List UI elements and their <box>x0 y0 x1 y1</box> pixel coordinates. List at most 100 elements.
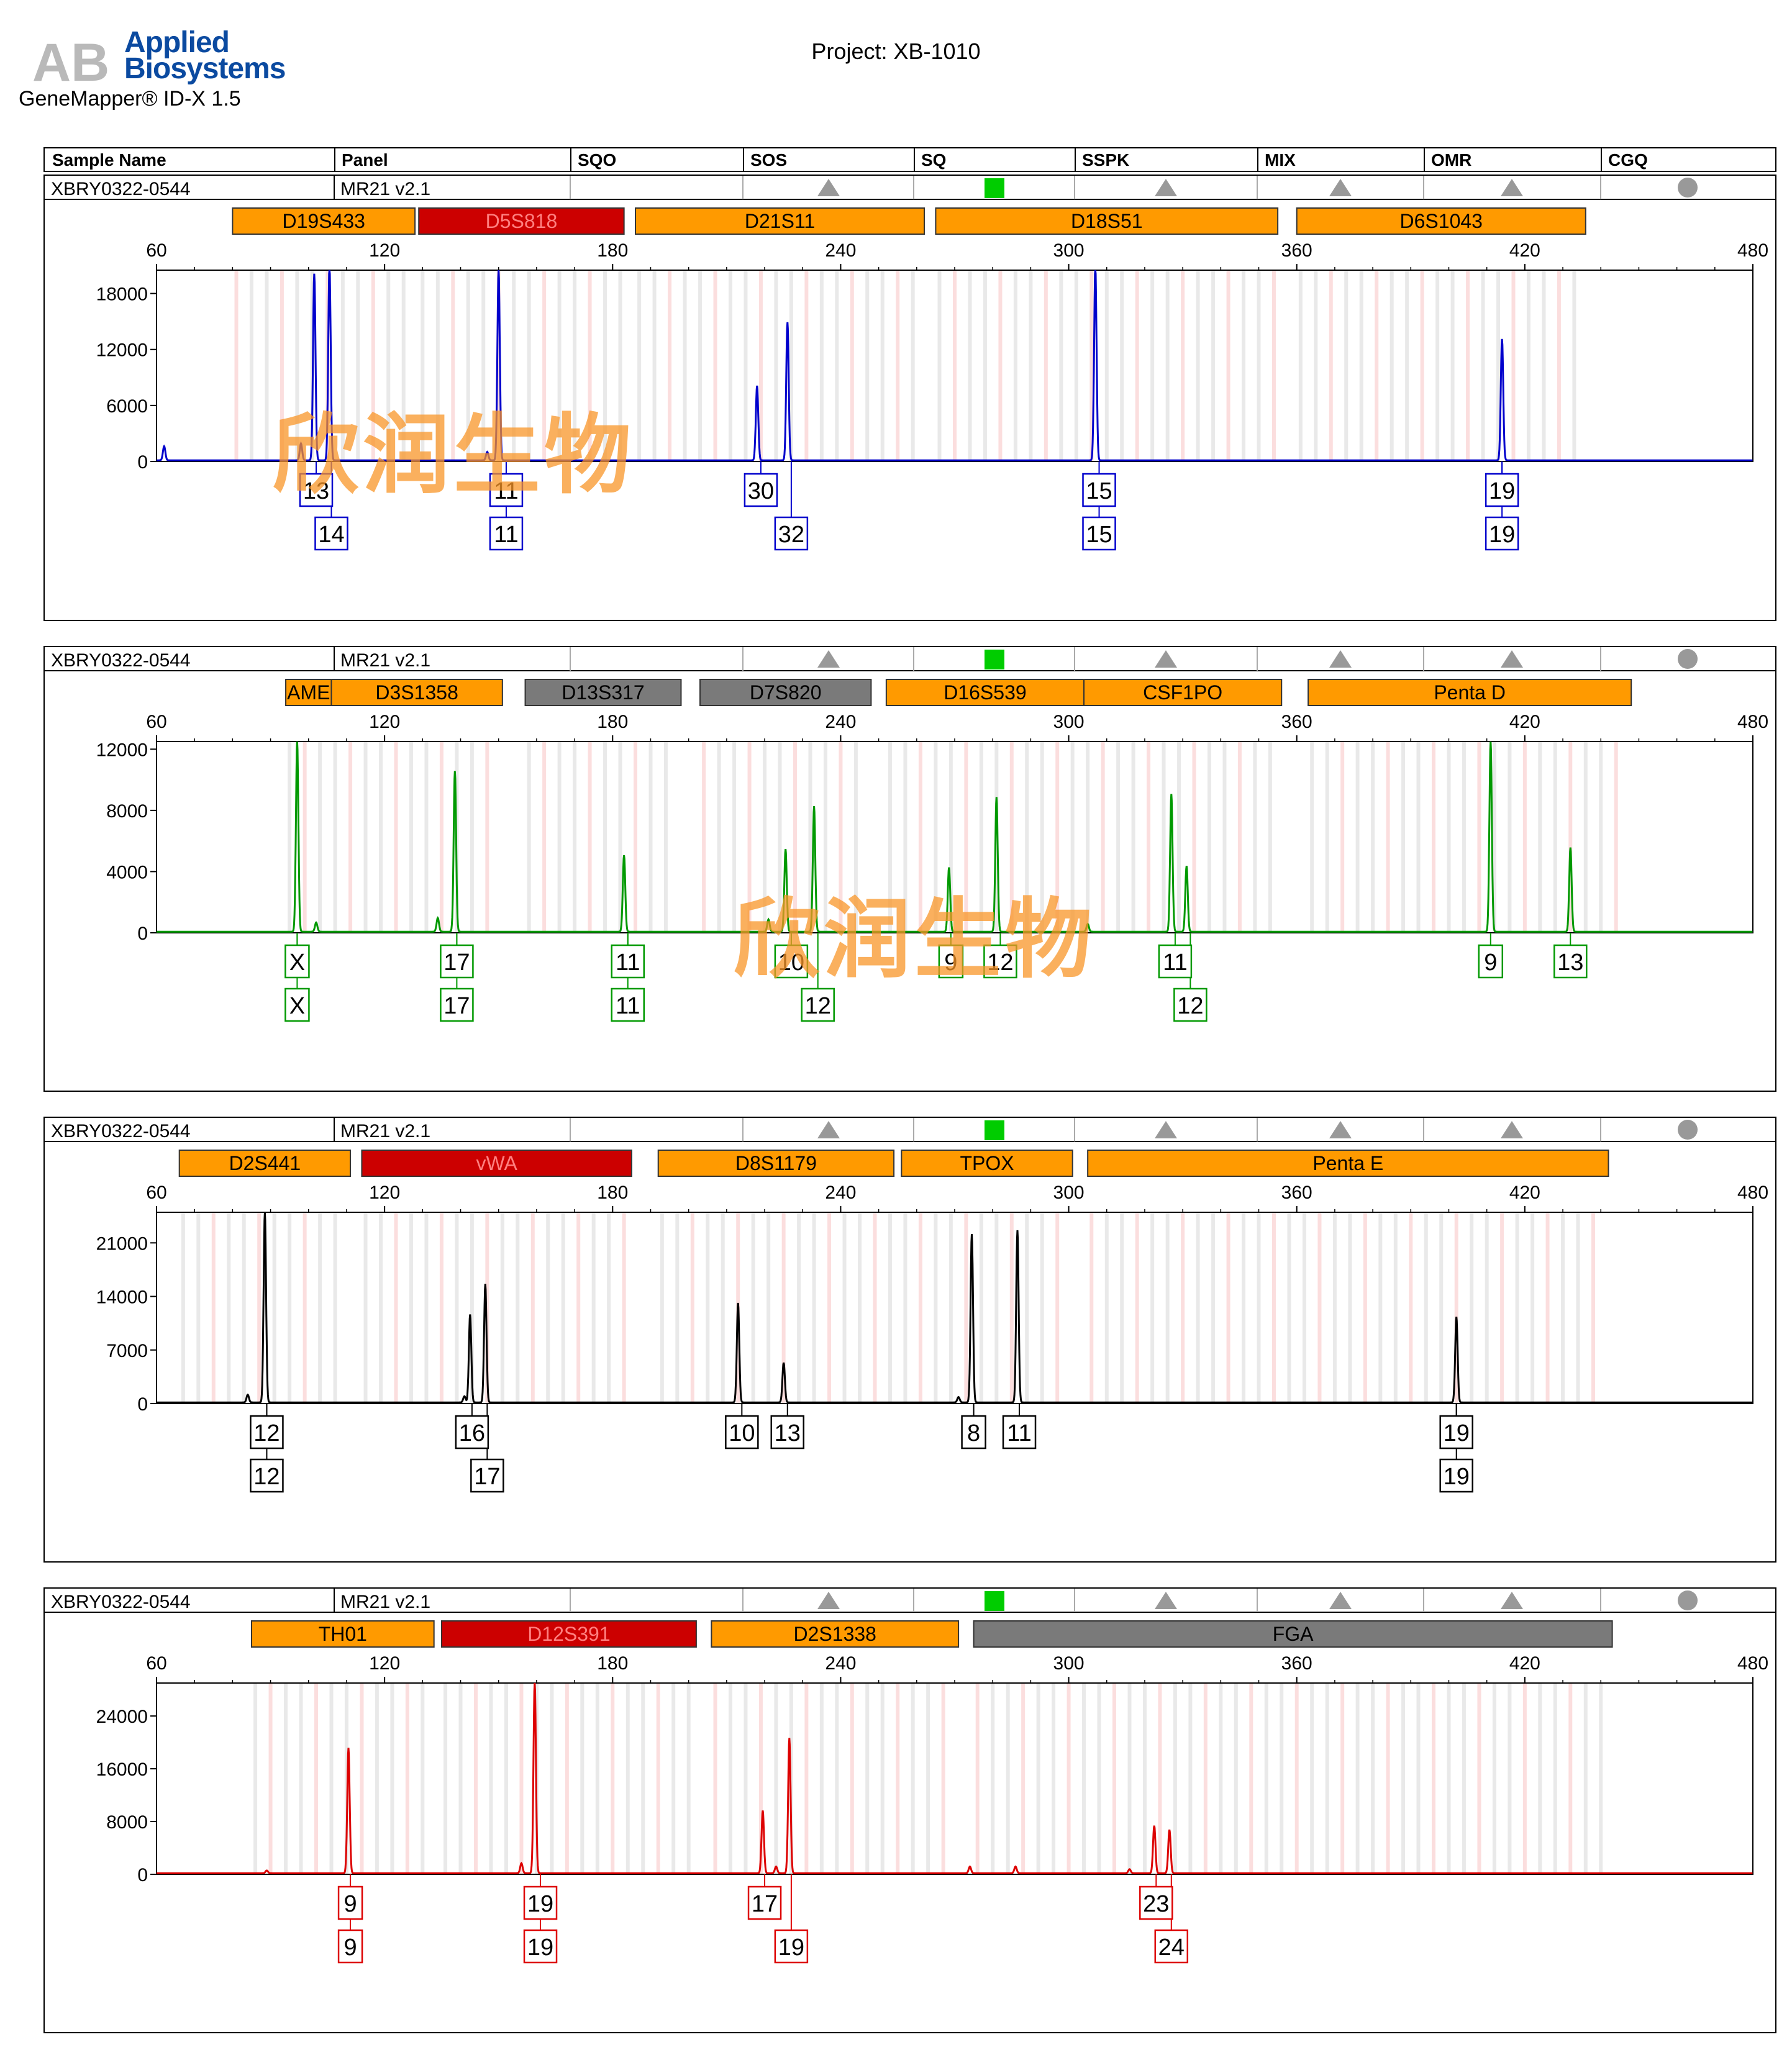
allele-call-1: 19 <box>1444 1420 1470 1446</box>
flag-sos-triangle-icon <box>817 179 840 196</box>
allele-call-1-box <box>523 1885 558 1920</box>
flag-omr-triangle-icon <box>1501 650 1523 668</box>
locus-bar-d6s1043 <box>1296 207 1586 235</box>
locus-bar-d8s1179 <box>657 1150 895 1177</box>
allele-call-1-box <box>1485 473 1519 507</box>
x-tick-label: 480 <box>1737 712 1768 732</box>
x-tick-label: 420 <box>1509 240 1540 261</box>
locus-label: Penta D <box>1434 681 1506 704</box>
flag-omr-triangle-icon <box>1501 1592 1523 1609</box>
locus-bar-th01 <box>250 1620 435 1648</box>
col-sspk: SSPK <box>1082 150 1130 170</box>
allele-call-1-box <box>983 944 1017 979</box>
allele-call-2: 12 <box>1177 993 1203 1019</box>
x-tick-label: 240 <box>825 712 856 732</box>
x-tick-label: 180 <box>597 240 628 261</box>
logo-text: Applied Biosystems <box>124 28 286 84</box>
allele-call-1: 11 <box>494 478 518 504</box>
flag-cgq-circle-icon <box>1678 649 1698 669</box>
allele-call-1: 11 <box>616 950 640 976</box>
flag-sq-square-icon <box>985 1120 1004 1140</box>
locus-bar-d12s391 <box>440 1620 697 1648</box>
locus-label: D2S441 <box>229 1152 301 1174</box>
allele-call-1-box <box>747 1885 782 1920</box>
column-header-row: Sample Name Panel SQO SOS SQ SSPK MIX OM… <box>43 147 1776 172</box>
y-tick-label: 0 <box>137 923 148 944</box>
y-tick-label: 0 <box>137 1394 148 1415</box>
x-tick-label: 480 <box>1737 1182 1768 1203</box>
allele-call-1: 13 <box>1557 950 1583 976</box>
electropherogram-panel-yellow: XBRY0322-0544 MR21 v2.1 D2S441 vWA D8S1179 TP… <box>43 1117 1776 1563</box>
allele-call-1-box <box>455 1415 489 1450</box>
allele-call-1-box <box>1139 1885 1173 1920</box>
col-sq: SQ <box>921 150 947 170</box>
x-tick-label: 360 <box>1281 712 1312 732</box>
allele-call-1: 17 <box>443 950 470 976</box>
allele-call-1-box <box>337 1885 363 1920</box>
locus-bar-fga <box>973 1620 1613 1648</box>
allele-call-2: 12 <box>253 1464 280 1490</box>
flag-sos-triangle-icon <box>817 1121 840 1138</box>
locus-bar-d2s1338 <box>711 1620 960 1648</box>
sample-name: XBRY0322-0544 <box>51 650 191 671</box>
locus-label: D2S1338 <box>794 1623 876 1645</box>
allele-call-2: 19 <box>1444 1464 1470 1490</box>
y-tick-label: 12000 <box>96 340 148 361</box>
locus-label: D7S820 <box>750 681 822 704</box>
locus-label: Penta E <box>1312 1152 1383 1174</box>
allele-call-2: 17 <box>474 1464 500 1490</box>
applied-biosystems-logo: AB <box>32 33 109 87</box>
x-tick-label: 60 <box>146 1653 166 1674</box>
allele-call-1: 11 <box>1163 950 1187 976</box>
flag-sq-square-icon <box>985 178 1004 198</box>
allele-call-1: 15 <box>1086 478 1112 504</box>
allele-call-2-box <box>523 1929 558 1964</box>
locus-bar-tpox <box>901 1150 1073 1177</box>
x-tick-label: 180 <box>597 1653 628 1674</box>
flag-omr-triangle-icon <box>1501 1121 1523 1138</box>
allele-call-2-box <box>1154 1929 1189 1964</box>
col-sos: SOS <box>750 150 788 170</box>
allele-call-1: 19 <box>527 1891 553 1917</box>
allele-call-2: 19 <box>527 1935 553 1961</box>
locus-bar-d7s820 <box>699 679 872 706</box>
x-tick-label: 120 <box>369 712 400 732</box>
allele-call-1-box <box>961 1415 986 1450</box>
locus-label: FGA <box>1273 1623 1314 1645</box>
x-tick-label: 300 <box>1053 712 1085 732</box>
allele-call-2-box <box>337 1929 363 1964</box>
locus-label: D3S1358 <box>375 681 458 704</box>
trace-line <box>157 1212 1753 1404</box>
flag-sspk-triangle-icon <box>1155 650 1177 668</box>
allele-call-1: 10 <box>729 1420 755 1446</box>
allele-call-1-box <box>440 944 474 979</box>
allele-call-1-box <box>770 1415 805 1450</box>
x-tick-label: 420 <box>1509 1653 1540 1674</box>
allele-call-2: X <box>289 993 305 1019</box>
y-tick-label: 21000 <box>96 1233 148 1254</box>
locus-bar-d3s1358 <box>330 679 503 706</box>
locus-label: AME <box>287 681 330 704</box>
col-sqo: SQO <box>578 150 617 170</box>
allele-call-2: 11 <box>494 522 518 548</box>
electropherogram-panel-green: XBRY0322-0544 MR21 v2.1 AME D3S1358 D13S317 D… <box>43 646 1776 1092</box>
allele-call-2-box <box>314 516 348 551</box>
allele-call-2-box <box>250 1458 284 1493</box>
x-tick-label: 60 <box>146 712 166 732</box>
locus-bar-csf1po <box>1083 679 1283 706</box>
electropherogram-panel-blue: XBRY0322-0544 MR21 v2.1 D19S433 D5S818 D21S1… <box>43 175 1776 621</box>
locus-bar-d21s11 <box>635 207 926 235</box>
trace-line <box>157 741 1753 933</box>
panel-name: MR21 v2.1 <box>340 650 430 671</box>
allele-call-1: 16 <box>459 1420 485 1446</box>
plot-frame <box>156 1682 1753 1875</box>
flag-sspk-triangle-icon <box>1155 1121 1177 1138</box>
y-tick-label: 16000 <box>96 1759 148 1780</box>
x-tick-label: 360 <box>1281 240 1312 261</box>
x-tick-label: 300 <box>1053 240 1085 261</box>
y-tick-label: 0 <box>137 1865 148 1885</box>
y-tick-label: 8000 <box>106 1812 148 1833</box>
allele-call-2-box <box>440 987 474 1022</box>
x-tick-label: 120 <box>369 1182 400 1203</box>
allele-call-2-box <box>284 987 310 1022</box>
